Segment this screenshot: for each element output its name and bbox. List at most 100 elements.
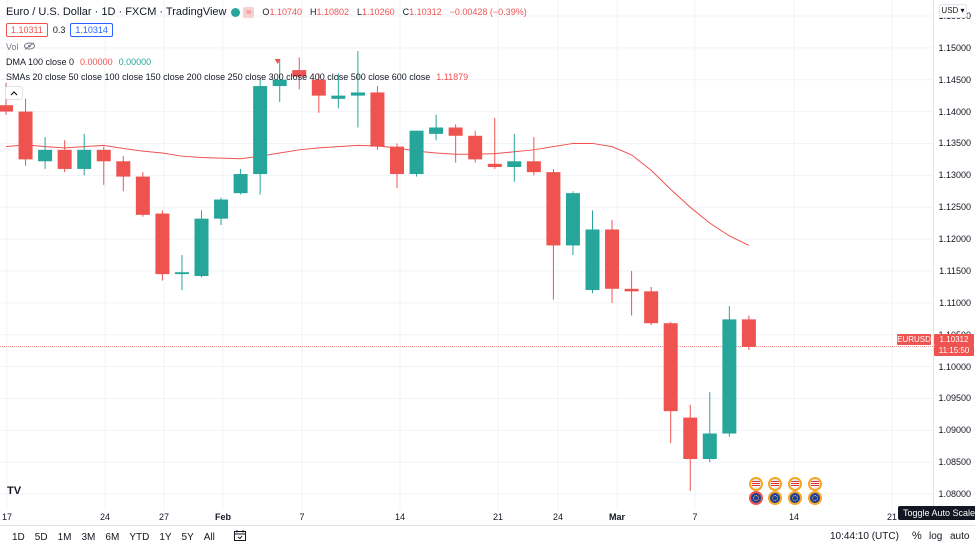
candle-body bbox=[468, 135, 483, 160]
calendar-goto-icon[interactable] bbox=[233, 530, 246, 544]
clock-timezone[interactable]: 10:44:10 (UTC) bbox=[830, 531, 899, 542]
price-tick-label: 1.09500 bbox=[938, 393, 971, 404]
range-1m-button[interactable]: 1M bbox=[57, 531, 72, 543]
ohlc-change-value: −0.00428 (−0.39%) bbox=[449, 7, 527, 17]
last-price-label: 1.10312 bbox=[934, 334, 974, 345]
time-tick-label: 7 bbox=[692, 512, 698, 522]
sma-line bbox=[5, 142, 750, 246]
bar-countdown-label: 11:15:50 bbox=[934, 345, 974, 356]
candle-body bbox=[194, 218, 209, 277]
candle-body bbox=[311, 79, 326, 96]
candle-body bbox=[214, 199, 229, 219]
candle-body bbox=[174, 272, 189, 275]
time-tick-label: 21 bbox=[492, 512, 504, 522]
price-tick-label: 1.13000 bbox=[938, 170, 971, 181]
eye-off-icon[interactable] bbox=[23, 42, 35, 52]
candle-body bbox=[18, 111, 33, 160]
candle-body bbox=[722, 319, 737, 434]
bottom-toolbar: 1D 5D 1M 3M 6M YTD 1Y 5Y All 10:44:10 (U… bbox=[0, 525, 975, 548]
price-axis[interactable]: 1.155001.150001.145001.140001.135001.130… bbox=[933, 0, 975, 510]
candle-body bbox=[605, 229, 620, 289]
volume-label: Vol bbox=[6, 42, 19, 52]
range-1y-button[interactable]: 1Y bbox=[159, 531, 172, 543]
dma-legend[interactable]: DMA 100 close 0 0.00000 0.00000 bbox=[6, 57, 527, 67]
range-3m-button[interactable]: 3M bbox=[81, 531, 96, 543]
eu-flag-icon[interactable] bbox=[788, 491, 802, 505]
us-flag-icon[interactable] bbox=[749, 477, 763, 491]
candle-body bbox=[77, 149, 92, 169]
price-tick-label: 1.14500 bbox=[938, 74, 971, 85]
ohlc-change: −0.00428 (−0.39%) bbox=[450, 7, 527, 17]
candle-body bbox=[390, 146, 404, 175]
candle-body bbox=[38, 149, 53, 162]
range-ytd-button[interactable]: YTD bbox=[129, 531, 150, 543]
candle-body bbox=[272, 79, 287, 87]
split-marker-icon bbox=[274, 59, 281, 64]
range-all-button[interactable]: All bbox=[203, 531, 215, 543]
tradingview-logo[interactable]: TV bbox=[7, 485, 22, 497]
ohlc-close-label: C bbox=[402, 7, 410, 17]
us-flag-icon[interactable] bbox=[808, 477, 822, 491]
us-flag-icon[interactable] bbox=[768, 477, 782, 491]
chevron-up-icon bbox=[10, 88, 18, 98]
candle-body bbox=[546, 172, 561, 246]
time-tick-label: Mar bbox=[608, 512, 626, 522]
log-scale-button[interactable]: log bbox=[929, 531, 943, 542]
symbol-title[interactable]: Euro / U.S. Dollar · 1D · FXCM · Trading… bbox=[6, 6, 227, 18]
candle-body bbox=[0, 105, 13, 112]
time-tick-label: 14 bbox=[394, 512, 406, 522]
eu-flag-icon[interactable] bbox=[768, 491, 782, 505]
candle-body bbox=[663, 323, 678, 412]
time-axis[interactable]: 17 24 27 Feb 7 14 21 24 Mar 7 14 21 bbox=[0, 510, 933, 525]
candle-body bbox=[409, 130, 424, 175]
price-tick-label: 1.14000 bbox=[938, 106, 971, 117]
price-tick-label: 1.08500 bbox=[938, 457, 971, 468]
candle-body bbox=[565, 193, 580, 246]
candle-body bbox=[585, 229, 600, 291]
range-5d-button[interactable]: 5D bbox=[34, 531, 48, 543]
candle-body bbox=[741, 319, 756, 347]
auto-scale-button[interactable]: auto bbox=[950, 531, 970, 542]
candle-body bbox=[155, 213, 170, 275]
range-5y-button[interactable]: 5Y bbox=[181, 531, 194, 543]
time-tick-label: 27 bbox=[158, 512, 170, 522]
us-flag-icon[interactable] bbox=[788, 477, 802, 491]
sma-name: SMAs 20 close 50 close 100 close 150 clo… bbox=[6, 72, 431, 82]
auto-scale-tooltip: Toggle Auto Scale bbox=[898, 506, 975, 520]
ohlc-low: L1.10260 bbox=[357, 7, 395, 17]
price-tick-label: 1.10000 bbox=[938, 361, 971, 372]
spread-value: 0.3 bbox=[52, 25, 66, 35]
candle-body bbox=[507, 161, 522, 168]
sma-legend[interactable]: SMAs 20 close 50 close 100 close 150 clo… bbox=[6, 72, 527, 82]
sell-button[interactable]: 1.10311 bbox=[6, 23, 48, 37]
bid-ask-row: 1.10311 0.3 1.10314 bbox=[6, 23, 527, 37]
candle-body bbox=[331, 95, 346, 99]
percent-scale-button[interactable]: % bbox=[912, 530, 922, 542]
sma-value: 1.11879 bbox=[436, 72, 469, 82]
range-1d-button[interactable]: 1D bbox=[12, 531, 25, 543]
symbol-axis-label: EURUSD bbox=[897, 334, 931, 345]
dma-value-2: 0.00000 bbox=[118, 57, 152, 67]
eu-flag-icon[interactable] bbox=[808, 491, 822, 505]
range-6m-button[interactable]: 6M bbox=[105, 531, 120, 543]
time-tick-label: 21 bbox=[886, 512, 898, 522]
candle-body bbox=[253, 86, 268, 175]
ohlc-low-value: 1.10260 bbox=[362, 7, 395, 17]
buy-button[interactable]: 1.10314 bbox=[70, 23, 113, 37]
price-tick-label: 1.15000 bbox=[938, 42, 971, 53]
time-tick-label: 24 bbox=[99, 512, 111, 522]
price-tick-label: 1.13500 bbox=[938, 138, 971, 149]
candle-body bbox=[487, 163, 502, 168]
legend-collapse-button[interactable] bbox=[5, 86, 23, 100]
ohlc-open-label: O bbox=[262, 7, 270, 17]
eu-flag-icon[interactable] bbox=[749, 491, 763, 505]
candle-body bbox=[702, 433, 717, 459]
chart-pane[interactable] bbox=[0, 0, 933, 510]
currency-select[interactable]: USD ▾ bbox=[939, 4, 967, 18]
price-chart[interactable] bbox=[0, 0, 933, 510]
time-tick-label: 14 bbox=[788, 512, 800, 522]
candle-body bbox=[96, 149, 111, 162]
price-tick-label: 1.08000 bbox=[938, 489, 971, 500]
volume-legend[interactable]: Vol bbox=[6, 42, 527, 52]
ohlc-high-label: H bbox=[309, 7, 317, 17]
